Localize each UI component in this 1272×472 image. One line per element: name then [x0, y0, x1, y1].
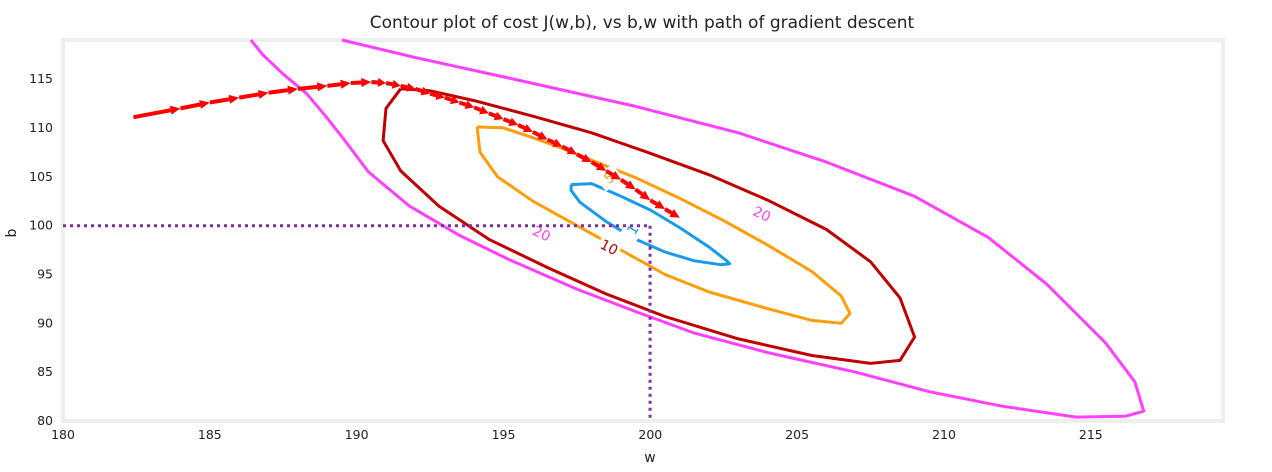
path-arrowhead-3 [257, 89, 269, 99]
path-step-10 [400, 83, 408, 90]
path-arrowhead-13 [449, 95, 460, 105]
path-step-9 [385, 81, 394, 87]
path-arrowhead-20 [552, 138, 563, 147]
path-arrowhead-8 [377, 77, 387, 87]
path-step-4 [268, 88, 289, 95]
x-tick-label-7: 215 [1079, 427, 1103, 442]
path-step-15 [473, 105, 482, 112]
path-step-19 [531, 130, 541, 138]
path-arrowhead-7 [361, 77, 372, 87]
path-arrowhead-17 [508, 117, 519, 126]
path-arrowhead-11 [420, 86, 431, 96]
x-tick-label-1: 185 [198, 427, 222, 442]
path-step-25 [619, 178, 629, 186]
path-step-5 [297, 84, 318, 91]
path-arrowhead-25 [625, 180, 636, 190]
path-arrowhead-24 [610, 171, 621, 180]
contour-label-bg-1-0 [619, 215, 647, 244]
y-ticks: 80 85 90 95 100 105 110 115 [29, 71, 53, 428]
path-step-13 [444, 95, 453, 102]
path-arrowhead-1 [199, 100, 210, 109]
path-step-0 [133, 108, 172, 120]
path-step-2 [209, 97, 230, 105]
path-step-27 [649, 198, 658, 206]
contour-label-bg-20-1 [748, 201, 776, 227]
path-step-28 [663, 207, 673, 215]
path-step-24 [605, 169, 614, 177]
path-step-26 [634, 187, 644, 196]
path-step-11 [414, 86, 423, 93]
path-arrowhead-28 [669, 209, 680, 218]
path-arrowhead-9 [391, 79, 401, 89]
path-arrowhead-5 [316, 82, 328, 92]
y-tick-label-5: 105 [29, 169, 53, 184]
path-step-21 [561, 144, 570, 152]
path-step-17 [502, 117, 511, 124]
y-tick-label-3: 95 [37, 266, 53, 281]
x-axis-label: w [644, 450, 655, 466]
x-tick-label-4: 200 [638, 427, 662, 442]
contour-label-20-1: 20 [750, 204, 773, 226]
path-step-14 [458, 100, 467, 107]
x-tick-label-2: 190 [345, 427, 369, 442]
x-tick-label-0: 180 [51, 427, 75, 442]
x-tick-label-5: 205 [785, 427, 809, 442]
y-tick-label-4: 100 [29, 218, 53, 233]
y-tick-label-2: 90 [37, 315, 53, 330]
y-tick-label-6: 110 [29, 120, 53, 135]
path-step-12 [429, 91, 438, 98]
path-step-6 [327, 82, 342, 88]
path-arrowhead-26 [639, 190, 651, 201]
x-ticks: 180 185 190 195 200 205 210 215 [51, 427, 1103, 442]
path-arrowhead-21 [566, 146, 577, 155]
path-arrowhead-4 [287, 85, 298, 95]
path-arrowhead-6 [340, 79, 351, 89]
plot-area [61, 38, 1225, 423]
crosshair-layer [63, 224, 652, 421]
y-tick-label-7: 115 [29, 71, 53, 86]
path-arrowhead-0 [169, 105, 181, 115]
path-step-3 [238, 92, 260, 100]
chart-title: Contour plot of cost J(w,b), vs b,w with… [370, 13, 915, 33]
contour-line-10 [381, 87, 917, 365]
path-step-18 [517, 123, 526, 130]
contour-label-10-0: 10 [597, 237, 620, 259]
path-arrowhead-14 [464, 100, 475, 109]
x-tick-label-6: 210 [932, 427, 956, 442]
path-arrowhead-23 [595, 162, 607, 171]
path-step-7 [350, 80, 362, 85]
contour-line-1 [569, 182, 732, 267]
path-arrowhead-10 [406, 82, 416, 92]
gradient-path-layer [133, 77, 680, 218]
y-tick-label-1: 85 [37, 364, 53, 379]
path-step-1 [180, 102, 201, 111]
contour-label-20-0: 20 [530, 223, 553, 245]
contour-label-bg-10-0 [595, 233, 624, 261]
path-arrowhead-2 [228, 94, 240, 104]
y-axis-label: b [4, 228, 20, 237]
path-step-20 [546, 137, 556, 145]
path-step-22 [575, 152, 585, 160]
path-step-16 [488, 111, 497, 118]
contour-line-20 [249, 38, 1146, 419]
contour-label-bg-5-0 [595, 163, 624, 192]
x-tick-label-3: 195 [492, 427, 516, 442]
y-tick-label-0: 80 [37, 413, 53, 428]
path-arrowhead-15 [479, 105, 489, 115]
path-arrowhead-18 [522, 123, 533, 133]
path-arrowhead-16 [493, 111, 504, 121]
path-arrowhead-22 [581, 153, 592, 163]
path-step-23 [590, 160, 600, 168]
path-arrowhead-12 [435, 91, 445, 100]
path-arrowhead-19 [537, 131, 548, 140]
path-arrowhead-27 [654, 200, 666, 210]
